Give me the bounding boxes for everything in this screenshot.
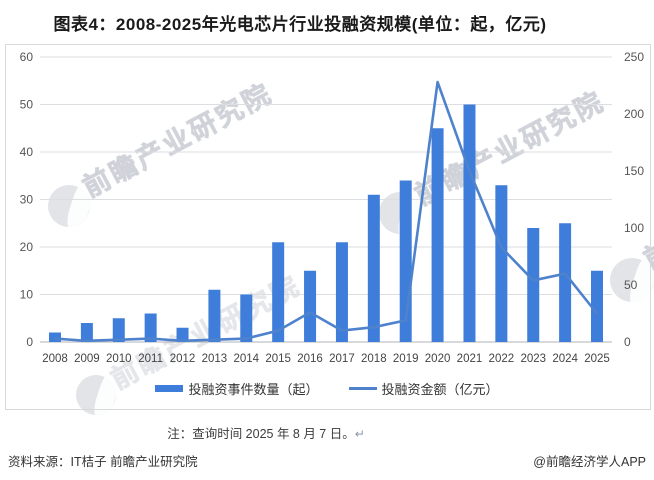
legend-label: 投融资事件数量（起） <box>188 381 319 397</box>
chart-note: 注：查询时间 2025 年 8 月 7 日。↵ <box>167 427 365 441</box>
left-axis-tick-label: 60 <box>20 50 34 64</box>
chart-title: 图表4：2008-2025年光电芯片行业投融资规模(单位：起，亿元) <box>53 15 547 34</box>
x-axis-label: 2024 <box>552 353 578 365</box>
bar-2017 <box>335 242 348 342</box>
x-axis-label: 2012 <box>170 353 196 365</box>
bar-2025 <box>591 270 603 342</box>
x-axis-label: 2010 <box>106 353 132 365</box>
bar-2018 <box>367 194 380 342</box>
left-axis-tick-label: 0 <box>26 335 33 349</box>
left-axis-tick-label: 10 <box>20 288 34 302</box>
x-axis-label: 2013 <box>202 353 228 365</box>
bar-2013 <box>208 289 221 342</box>
data-source: 资料来源：IT桔子 前瞻产业研究院 <box>8 455 198 469</box>
bar-2009 <box>80 323 93 342</box>
bar-2010 <box>112 318 125 342</box>
bar-2022 <box>495 185 508 342</box>
x-axis-label: 2016 <box>297 353 323 365</box>
line-series-swatch-icon <box>348 386 377 390</box>
legend-item-bar-series: 投融资事件数量（起） <box>155 379 319 398</box>
left-axis-tick-label: 50 <box>20 98 34 112</box>
legend-label: 投融资金额（亿元） <box>381 381 499 397</box>
x-axis-label: 2023 <box>520 353 546 365</box>
x-axis-label: 2017 <box>329 353 355 365</box>
bar-2012 <box>176 327 189 342</box>
right-axis-tick-label: 250 <box>624 50 644 64</box>
x-axis-label: 2015 <box>265 353 291 365</box>
bar-2020 <box>431 128 444 342</box>
line-series <box>53 80 599 343</box>
x-axis-label: 2020 <box>425 353 451 365</box>
left-axis-tick-label: 20 <box>20 240 34 254</box>
bar-2024 <box>559 223 572 342</box>
x-axis-label: 2019 <box>393 353 419 365</box>
bar-2011 <box>144 313 157 342</box>
bar-2016 <box>304 270 317 342</box>
legend-item-line-series: 投融资金额（亿元） <box>348 379 499 398</box>
return-mark-icon: ↵ <box>354 427 365 441</box>
x-axis-label: 2011 <box>138 353 163 365</box>
right-axis-tick-label: 50 <box>624 278 638 292</box>
bar-2014 <box>240 294 253 342</box>
x-axis-label: 2009 <box>74 353 100 365</box>
left-axis-tick-label: 40 <box>20 145 34 159</box>
right-axis-tick-label: 0 <box>624 335 631 349</box>
right-axis-tick-label: 200 <box>624 107 644 121</box>
x-axis-label: 2018 <box>361 353 387 365</box>
right-axis-tick-label: 150 <box>624 164 644 178</box>
x-axis-label: 2022 <box>489 353 515 365</box>
chart-legend: 投融资事件数量（起） 投融资金额（亿元） <box>0 379 654 397</box>
bar-2008 <box>49 332 61 342</box>
x-axis-label: 2021 <box>457 353 483 365</box>
x-axis-label: 2025 <box>584 353 610 365</box>
bar-series-swatch-icon <box>155 384 184 392</box>
x-axis-label: 2014 <box>233 353 259 365</box>
bar-2015 <box>272 242 285 342</box>
credit: @前瞻经济学人APP <box>533 455 646 469</box>
bar-2021 <box>463 104 476 342</box>
x-axis-label: 2008 <box>42 353 68 365</box>
chart-frame <box>5 44 651 410</box>
left-axis-tick-label: 30 <box>20 193 34 207</box>
bar-2023 <box>527 228 540 342</box>
right-axis-tick-label: 100 <box>624 221 644 235</box>
